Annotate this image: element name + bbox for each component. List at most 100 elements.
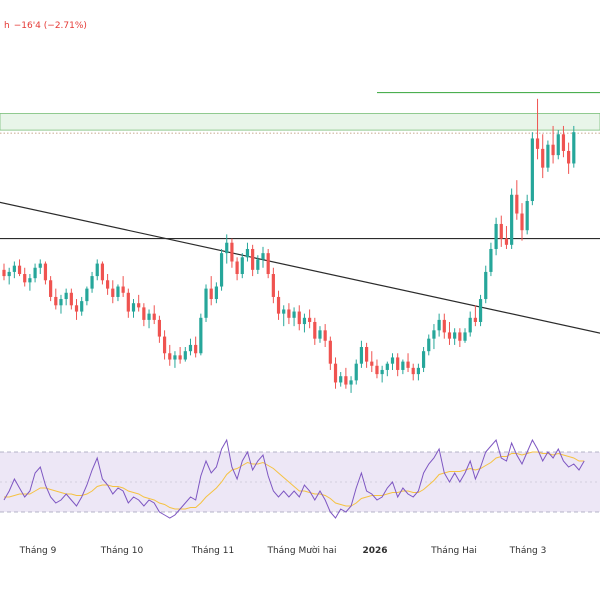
candle-body [266,253,270,275]
candle-body [453,332,457,339]
candle-body [447,332,452,339]
candle-body [178,355,182,360]
candle-body [520,213,524,231]
candle-body [292,311,296,318]
candle-body [121,286,125,293]
candle-body [54,296,58,306]
candle-body [276,296,281,314]
candle-body [546,144,550,168]
x-axis-label: Tháng 9 [19,546,57,556]
candle-body [385,363,389,370]
candle-body [567,150,571,164]
candle-body [126,292,130,312]
change-value: −16'4 (−2.71%) [13,21,87,31]
candle-body [43,263,48,281]
candle-body [194,344,198,354]
candle-body [510,194,514,245]
candle-body [494,223,498,249]
candle-body [219,253,224,287]
candle-body [478,299,483,322]
candle-body [323,330,327,341]
candle-body [396,357,400,370]
candle-body [287,309,291,318]
candle-body [147,313,151,320]
x-axis-label: Tháng Hai [430,546,477,556]
x-axis-label: 2026 [362,546,387,556]
rsi-line [3,438,585,519]
candle-body [313,321,317,339]
candle-body [515,194,519,214]
candle-body [12,265,16,272]
candle-body [375,365,379,375]
candle-body [473,317,477,322]
x-axis-label: Tháng 10 [100,546,144,556]
candle-body [188,344,193,352]
candle-body [240,257,244,275]
candle-body [359,347,364,364]
x-axis-label: Tháng 3 [509,546,547,556]
candle-body [142,307,146,320]
candle-body [318,330,322,339]
candle-body [458,332,462,341]
candle-body [131,303,136,312]
candle-body [2,269,6,277]
candle-body [173,355,177,360]
rsi-ma-line [4,451,585,510]
candle-body [85,288,89,302]
candle-body [204,288,208,318]
candle-body [308,317,312,322]
candle-body [7,271,11,277]
candle-body [137,303,141,308]
candle-body [152,313,156,320]
candle-body [437,319,441,331]
candle-body [535,138,540,149]
candle-body [100,263,105,281]
candle-body [551,144,555,156]
candle-body [354,363,358,381]
candle-body [271,274,275,297]
candle-body [561,134,566,151]
candle-body [64,292,68,300]
candle-body [23,274,27,283]
candle-body [504,238,509,245]
candle-body [556,134,560,156]
candle-body [349,380,353,385]
candle-body [38,263,42,268]
x-axis-label: Tháng 11 [191,546,234,556]
candle-body [157,319,161,337]
candle-body [199,317,203,354]
candle-body [116,286,120,297]
candle-body [69,292,73,306]
candle-body [328,340,332,364]
candle-body [168,353,172,360]
candle-body [297,311,301,325]
candle-body [499,223,503,239]
candle-body [484,271,488,300]
x-axis-label: Tháng Mười hai [266,545,336,556]
candle-body [302,317,307,325]
candle-body [401,361,405,370]
candle-body [90,276,94,289]
candle-body [214,286,218,300]
candle-body [162,336,167,354]
candle-body [106,280,110,289]
candle-body [74,305,79,312]
candle-body [406,361,410,368]
candle-body [463,332,467,341]
supply-zone [0,113,600,131]
candle-body [28,278,32,283]
candle-body [380,369,384,375]
candle-body [282,309,286,314]
candle-body [245,248,250,258]
candle-body [33,267,37,279]
candle-body [333,363,338,383]
candle-body [365,347,369,362]
candle-body [17,265,22,275]
candle-body [421,351,426,368]
candle-body [230,242,234,262]
candle-body [59,299,63,306]
candle-body [525,201,529,231]
candle-body [111,288,115,297]
